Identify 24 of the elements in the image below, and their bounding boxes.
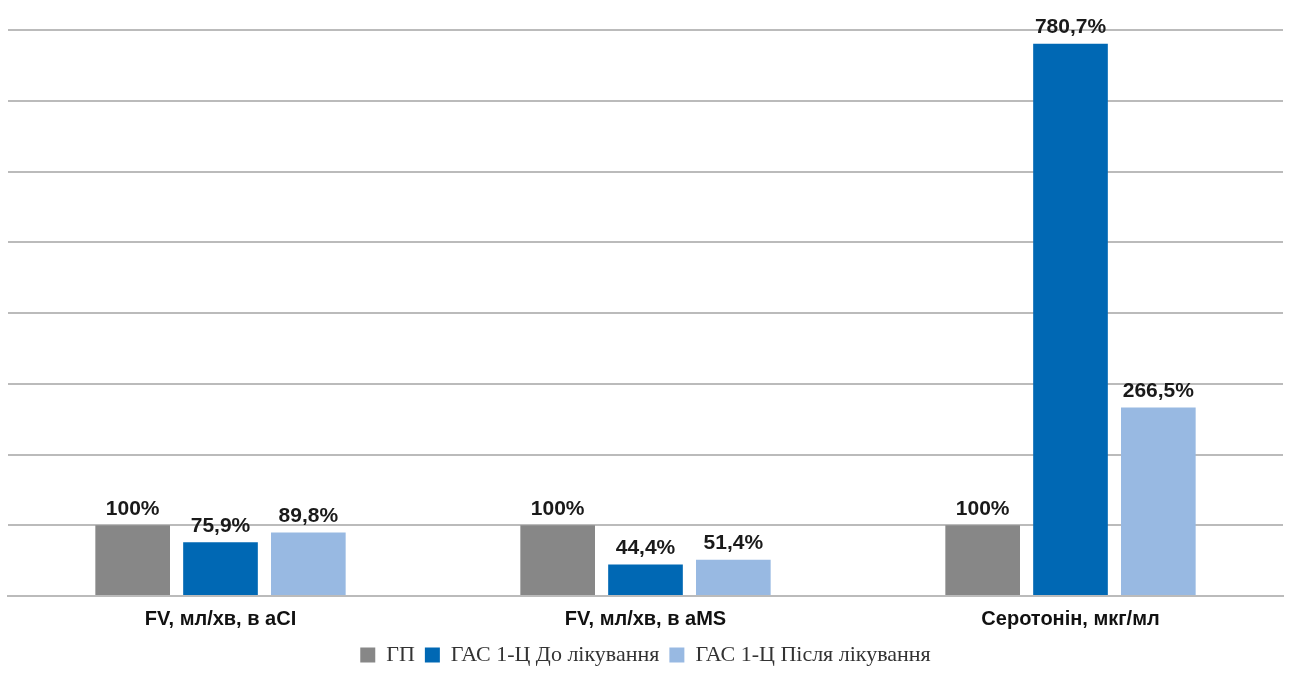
x-tick-label: FV, мл/хв, в aCI bbox=[144, 606, 297, 629]
data-label: 100% bbox=[530, 495, 585, 519]
legend-label: ГП bbox=[386, 640, 415, 666]
bar bbox=[95, 525, 170, 595]
legend-label: ГАС 1-Ц До лікування bbox=[450, 640, 660, 666]
bar bbox=[1033, 43, 1108, 595]
bar bbox=[520, 525, 595, 595]
x-tick-label: Серотонін, мкг/мл bbox=[981, 606, 1160, 629]
data-label: 100% bbox=[105, 495, 160, 519]
data-label: 89,8% bbox=[278, 502, 339, 526]
bar bbox=[945, 525, 1020, 595]
bar bbox=[183, 542, 258, 595]
bar bbox=[271, 532, 346, 595]
bar bbox=[1121, 407, 1196, 595]
bar bbox=[608, 564, 683, 595]
data-label: 100% bbox=[955, 495, 1010, 519]
data-label: 44,4% bbox=[615, 534, 676, 558]
data-label: 51,4% bbox=[703, 529, 764, 553]
data-label: 266,5% bbox=[1122, 377, 1195, 401]
data-label: 780,7% bbox=[1034, 13, 1107, 37]
bar bbox=[696, 559, 771, 595]
data-label: 75,9% bbox=[190, 512, 251, 536]
legend-label: ГАС 1-Ц Після лікування bbox=[695, 640, 931, 666]
x-tick-label: FV, мл/хв, в aMS bbox=[564, 606, 727, 629]
